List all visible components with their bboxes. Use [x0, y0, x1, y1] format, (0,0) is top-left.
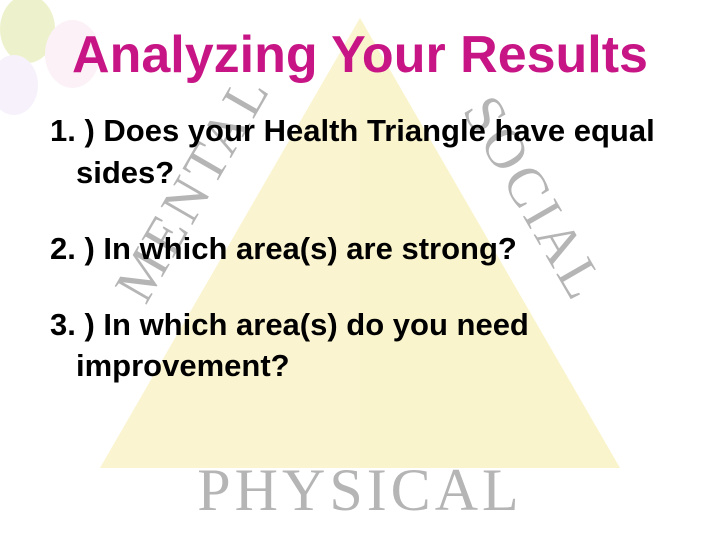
- question-1: 1. ) Does your Health Triangle have equa…: [50, 110, 670, 194]
- triangle-label-physical: PHYSICAL: [197, 456, 522, 525]
- question-2: 2. ) In which area(s) are strong?: [50, 228, 670, 270]
- question-3: 3. ) In which area(s) do you need improv…: [50, 304, 670, 388]
- page-title: Analyzing Your Results: [0, 25, 720, 85]
- question-list: 1. ) Does your Health Triangle have equa…: [50, 110, 670, 421]
